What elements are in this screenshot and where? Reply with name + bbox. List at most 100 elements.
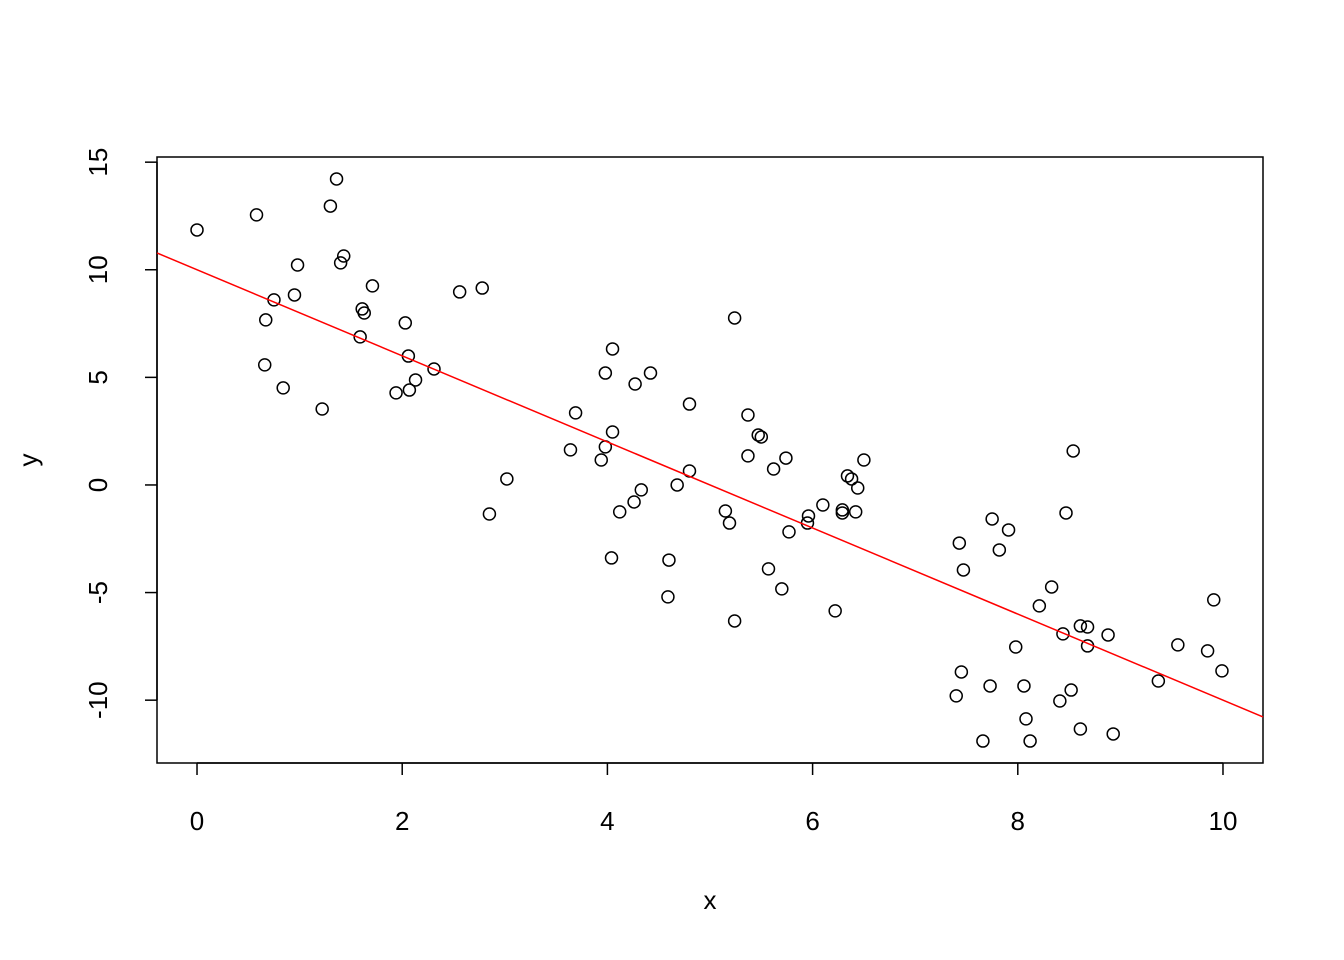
point [844, 472, 859, 486]
point [1171, 638, 1185, 652]
point [398, 316, 413, 330]
point [276, 381, 290, 395]
y-tick-label: 5 [83, 370, 113, 384]
y-tick-label: -5 [83, 581, 113, 604]
point [643, 366, 658, 380]
point [751, 428, 765, 442]
point [329, 172, 344, 186]
point [766, 462, 781, 476]
point [323, 199, 338, 213]
point [389, 386, 403, 400]
point [1106, 727, 1120, 741]
point [727, 614, 742, 628]
point [1200, 644, 1215, 658]
point [801, 509, 816, 523]
y-axis-label: y [13, 454, 43, 467]
y-tick-label: 0 [83, 478, 113, 492]
point [315, 402, 329, 416]
point [992, 543, 1007, 557]
point [952, 536, 967, 550]
point [1019, 712, 1033, 726]
point [976, 734, 990, 748]
point [627, 495, 641, 509]
x-tick-label: 8 [1011, 806, 1025, 836]
regression-line [156, 252, 1264, 718]
point [779, 451, 793, 465]
point [850, 481, 865, 495]
point [563, 443, 578, 457]
point [1215, 664, 1229, 678]
point [634, 483, 649, 497]
point [612, 505, 627, 519]
point [1151, 674, 1166, 688]
point [594, 453, 608, 467]
point [1207, 593, 1221, 607]
point [985, 512, 999, 526]
point [741, 449, 755, 463]
point [754, 430, 769, 444]
point [727, 311, 742, 325]
point [598, 366, 613, 380]
point [1044, 580, 1059, 594]
point [662, 553, 676, 567]
point [741, 408, 755, 422]
point [290, 258, 305, 272]
point [949, 689, 963, 703]
point [835, 503, 850, 517]
point [1001, 523, 1016, 537]
y-tick-label: 15 [83, 148, 113, 177]
point [605, 342, 620, 356]
point [1008, 640, 1023, 654]
point [259, 313, 273, 327]
point [1023, 734, 1037, 748]
x-axis-label: x [704, 885, 717, 915]
point [1066, 444, 1080, 458]
point [357, 306, 371, 320]
point [857, 453, 871, 467]
point [475, 281, 489, 295]
point [287, 288, 302, 302]
point [365, 279, 380, 293]
point [761, 562, 776, 576]
y-tick-label: 10 [83, 255, 113, 284]
point [336, 249, 351, 263]
point [353, 330, 367, 344]
point [718, 504, 733, 518]
point [452, 285, 467, 299]
point [1101, 628, 1115, 642]
point [1017, 679, 1031, 693]
y-tick-label: -10 [83, 681, 113, 719]
point [1073, 722, 1088, 736]
point [670, 478, 684, 492]
point [408, 373, 423, 387]
point [954, 665, 969, 679]
point [682, 397, 697, 411]
point [782, 525, 796, 539]
point [848, 505, 863, 519]
point [402, 383, 417, 397]
point [828, 604, 842, 618]
point [482, 507, 497, 521]
point [190, 223, 204, 237]
point [1064, 683, 1078, 697]
x-tick-label: 2 [395, 806, 409, 836]
point [835, 506, 850, 520]
point [249, 208, 264, 222]
point [956, 563, 971, 577]
x-tick-label: 0 [190, 806, 204, 836]
plot-box [156, 156, 1264, 764]
point [722, 516, 737, 530]
point [1056, 627, 1070, 641]
x-tick-label: 6 [805, 806, 819, 836]
point [983, 679, 997, 693]
point [568, 406, 583, 420]
point [1032, 599, 1047, 613]
point [1053, 694, 1067, 708]
x-tick-label: 4 [600, 806, 614, 836]
point [840, 469, 855, 483]
point [775, 582, 789, 596]
point [628, 377, 642, 391]
point [500, 472, 514, 486]
